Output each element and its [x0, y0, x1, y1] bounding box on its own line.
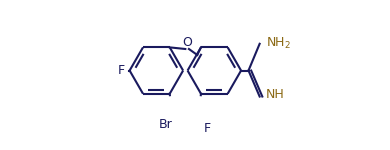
Text: NH: NH — [266, 88, 284, 101]
Text: NH$_2$: NH$_2$ — [266, 36, 291, 51]
Text: O: O — [182, 36, 192, 49]
Text: F: F — [118, 64, 125, 77]
Text: F: F — [204, 122, 211, 135]
Text: Br: Br — [158, 118, 172, 131]
